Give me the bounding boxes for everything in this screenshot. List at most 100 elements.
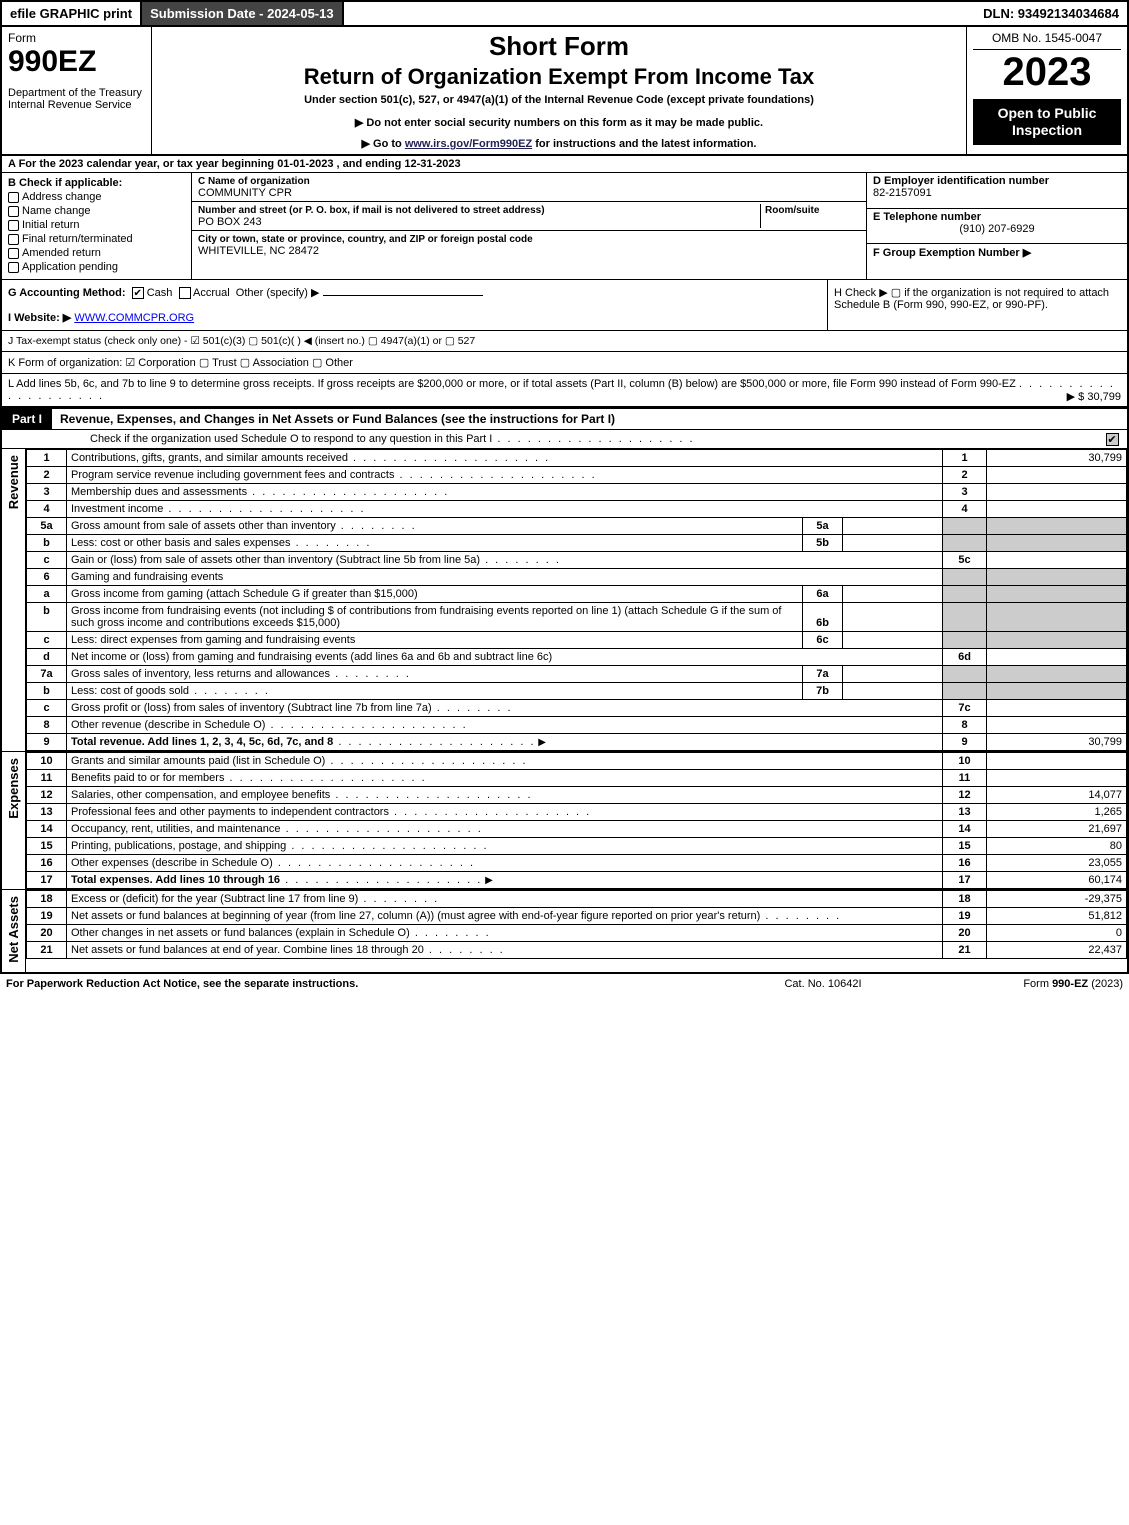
l17-desc: Total expenses. Add lines 10 through 16 [67, 872, 943, 889]
goto-link[interactable]: www.irs.gov/Form990EZ [405, 138, 532, 150]
l5b-desc: Less: cost or other basis and sales expe… [67, 535, 803, 552]
l2-amt [987, 467, 1127, 484]
line-14: 14 Occupancy, rent, utilities, and maint… [27, 821, 1127, 838]
chk-application-pending-label: Application pending [22, 261, 118, 273]
l5b-shade2 [987, 535, 1127, 552]
line-4: 4 Investment income 4 [27, 501, 1127, 518]
l18-amt: -29,375 [987, 891, 1127, 908]
chk-application-pending[interactable]: Application pending [8, 261, 185, 273]
c-name-cell: C Name of organization COMMUNITY CPR [192, 173, 866, 202]
part1-check-o[interactable]: ✔ [1097, 433, 1127, 446]
l6c-inner-amt [843, 632, 943, 649]
arrow-icon [482, 874, 492, 886]
dots-icon [265, 719, 467, 731]
line-7a: 7a Gross sales of inventory, less return… [27, 666, 1127, 683]
l1-desc: Contributions, gifts, grants, and simila… [67, 450, 943, 467]
l6b-num: b [27, 603, 67, 632]
l19-amt: 51,812 [987, 908, 1127, 925]
dots-icon [394, 469, 596, 481]
d-ein-cell: D Employer identification number 82-2157… [867, 173, 1127, 209]
row-k: K Form of organization: ☑ Corporation ▢ … [2, 352, 1127, 374]
dots-icon [389, 806, 591, 818]
chk-amended-return[interactable]: Amended return [8, 247, 185, 259]
i-website-label: I Website: ▶ [8, 312, 71, 324]
l21-num: 21 [27, 942, 67, 959]
gh-row: G Accounting Method: Cash Accrual Other … [2, 280, 1127, 331]
chk-amended-return-label: Amended return [22, 247, 101, 259]
l7c-desc: Gross profit or (loss) from sales of inv… [67, 700, 943, 717]
addr-label: Number and street (or P. O. box, if mail… [198, 205, 545, 216]
city-label: City or town, state or province, country… [198, 234, 533, 245]
l7b-inner-amt [843, 683, 943, 700]
l2-desc-text: Program service revenue including govern… [71, 469, 394, 481]
l5c-desc-text: Gain or (loss) from sale of assets other… [71, 554, 480, 566]
l5a-inner-amt [843, 518, 943, 535]
return-title: Return of Organization Exempt From Incom… [158, 64, 960, 90]
row-l-amount: ▶ $ 30,799 [1067, 390, 1121, 403]
l16-desc: Other expenses (describe in Schedule O) [67, 855, 943, 872]
footer-right: Form 990-EZ (2023) [923, 978, 1123, 990]
chk-address-change[interactable]: Address change [8, 191, 185, 203]
l2-ref: 2 [943, 467, 987, 484]
l20-desc-text: Other changes in net assets or fund bala… [71, 927, 410, 939]
line-18: 18 Excess or (deficit) for the year (Sub… [27, 891, 1127, 908]
expenses-side-text: Expenses [6, 752, 21, 825]
revenue-side-text: Revenue [6, 449, 21, 515]
header-left: Form 990EZ Department of the Treasury In… [2, 27, 152, 154]
dots-icon [333, 736, 535, 748]
l12-desc-text: Salaries, other compensation, and employ… [71, 789, 330, 801]
footer-right-bold: 990-EZ [1052, 978, 1088, 990]
l4-ref: 4 [943, 501, 987, 518]
dots-icon [273, 857, 475, 869]
l11-desc-text: Benefits paid to or for members [71, 772, 224, 784]
line-5a: 5a Gross amount from sale of assets othe… [27, 518, 1127, 535]
line-9: 9 Total revenue. Add lines 1, 2, 3, 4, 5… [27, 734, 1127, 751]
chk-final-return[interactable]: Final return/terminated [8, 233, 185, 245]
line-7b: b Less: cost of goods sold 7b [27, 683, 1127, 700]
goto-post: for instructions and the latest informat… [532, 138, 756, 150]
l1-amt: 30,799 [987, 450, 1127, 467]
chk-accrual[interactable] [179, 287, 191, 299]
dots-icon [424, 944, 505, 956]
chk-initial-return[interactable]: Initial return [8, 219, 185, 231]
row-l-text: L Add lines 5b, 6c, and 7b to line 9 to … [8, 378, 1016, 390]
footer-left: For Paperwork Reduction Act Notice, see … [6, 978, 723, 990]
dots-icon [280, 874, 482, 886]
website-link[interactable]: WWW.COMMCPR.ORG [74, 312, 194, 324]
l20-ref: 20 [943, 925, 987, 942]
l18-desc-text: Excess or (deficit) for the year (Subtra… [71, 893, 358, 905]
l18-desc: Excess or (deficit) for the year (Subtra… [67, 891, 943, 908]
l17-ref: 17 [943, 872, 987, 889]
addr-value: PO BOX 243 [198, 216, 262, 228]
l15-desc-text: Printing, publications, postage, and shi… [71, 840, 286, 852]
chk-name-change[interactable]: Name change [8, 205, 185, 217]
open-to-public: Open to Public Inspection [973, 99, 1121, 145]
l3-desc: Membership dues and assessments [67, 484, 943, 501]
l7c-amt [987, 700, 1127, 717]
l7b-desc-text: Less: cost of goods sold [71, 685, 189, 697]
line-2: 2 Program service revenue including gove… [27, 467, 1127, 484]
l21-amt: 22,437 [987, 942, 1127, 959]
chk-cash[interactable] [132, 287, 144, 299]
submission-date: Submission Date - 2024-05-13 [140, 2, 344, 25]
l10-ref: 10 [943, 753, 987, 770]
l21-ref: 21 [943, 942, 987, 959]
l5c-desc: Gain or (loss) from sale of assets other… [67, 552, 943, 569]
chk-initial-return-label: Initial return [22, 219, 79, 231]
l5a-desc: Gross amount from sale of assets other t… [67, 518, 803, 535]
l17-num: 17 [27, 872, 67, 889]
l5b-inner-ref: 5b [803, 535, 843, 552]
revenue-body: 1 Contributions, gifts, grants, and simi… [26, 449, 1127, 751]
l6d-desc: Net income or (loss) from gaming and fun… [67, 649, 943, 666]
dln-label: DLN: 93492134034684 [975, 2, 1127, 25]
l2-num: 2 [27, 467, 67, 484]
revenue-section: Revenue 1 Contributions, gifts, grants, … [2, 449, 1127, 752]
l4-num: 4 [27, 501, 67, 518]
dots-icon [330, 668, 411, 680]
l3-desc-text: Membership dues and assessments [71, 486, 247, 498]
line-12: 12 Salaries, other compensation, and emp… [27, 787, 1127, 804]
goto-pre: ▶ Go to [362, 138, 405, 150]
l4-desc-text: Investment income [71, 503, 163, 515]
l6b-inner-amt [843, 603, 943, 632]
l5b-desc-text: Less: cost or other basis and sales expe… [71, 537, 291, 549]
